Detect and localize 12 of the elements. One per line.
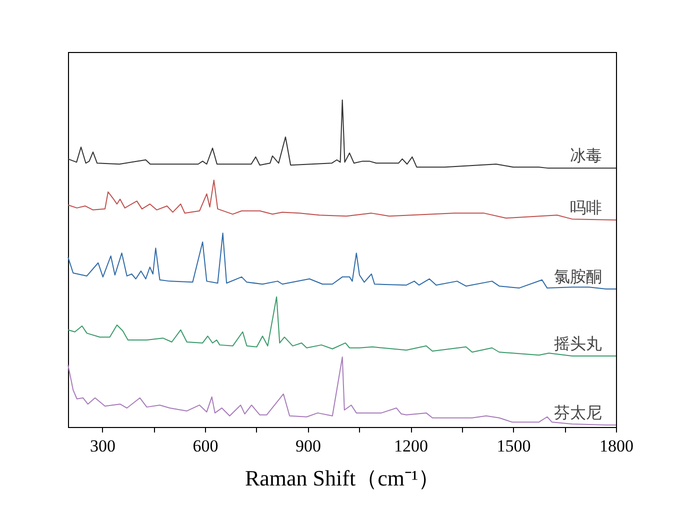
- series-label: 摇头丸: [554, 334, 602, 354]
- x-tick-label: 300: [90, 436, 116, 456]
- series-label: 氯胺酮: [554, 267, 602, 286]
- x-axis-title: Raman Shift（cm⁻¹）: [244, 466, 440, 490]
- series-label: 芬太尼: [554, 403, 602, 422]
- series-label: 冰毒: [570, 146, 602, 166]
- x-tick-label: 900: [296, 436, 321, 456]
- x-tick-label: 600: [192, 436, 218, 456]
- x-tick-label: 1500: [496, 436, 531, 456]
- x-tick-label: 1800: [600, 436, 634, 456]
- x-tick-label: 1200: [394, 436, 428, 456]
- series-label: 吗啡: [570, 198, 602, 218]
